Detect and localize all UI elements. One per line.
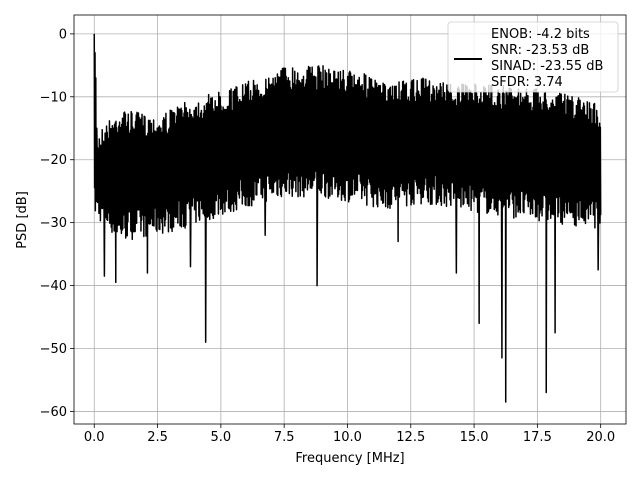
y-tick-label: −50 [40, 342, 67, 357]
x-tick-label: 7.5 [274, 430, 295, 445]
legend-line-1: ENOB: -4.2 bits [491, 27, 590, 42]
legend-line-2: SNR: -23.53 dB [491, 43, 589, 58]
x-tick-label: 0.0 [84, 430, 105, 445]
x-tick-label: 17.5 [523, 430, 552, 445]
x-tick-label: 10.0 [333, 430, 362, 445]
y-tick-label: −60 [40, 405, 67, 420]
y-tick-label: 0 [59, 27, 67, 42]
x-tick-label: 15.0 [460, 430, 489, 445]
x-tick-label: 12.5 [396, 430, 425, 445]
x-tick-label: 20.0 [586, 430, 615, 445]
x-tick-label: 2.5 [147, 430, 168, 445]
tick-layer: 0.0 2.5 5.0 7.5 10.0 12.5 15.0 17.5 20.0 0 −10 −20 −… [40, 27, 616, 445]
psd-series-line [93, 33, 602, 403]
y-tick-label: −30 [40, 216, 67, 231]
plot-frame [73, 14, 627, 425]
y-axis-label: PSD [dB] [15, 191, 30, 249]
legend-line-3: SINAD: -23.55 dB [491, 59, 603, 74]
y-tick-label: −20 [40, 153, 67, 168]
x-axis-label: Frequency [MHz] [295, 451, 404, 466]
x-tick-label: 5.0 [211, 430, 232, 445]
legend: ENOB: -4.2 bits SNR: -23.53 dB SINAD: -2… [447, 21, 619, 93]
data-layer [93, 33, 602, 403]
legend-box [447, 21, 619, 93]
y-tick-label: −40 [40, 279, 67, 294]
y-tick-label: −10 [40, 90, 67, 105]
legend-line-4: SFDR: 3.74 [491, 75, 563, 90]
